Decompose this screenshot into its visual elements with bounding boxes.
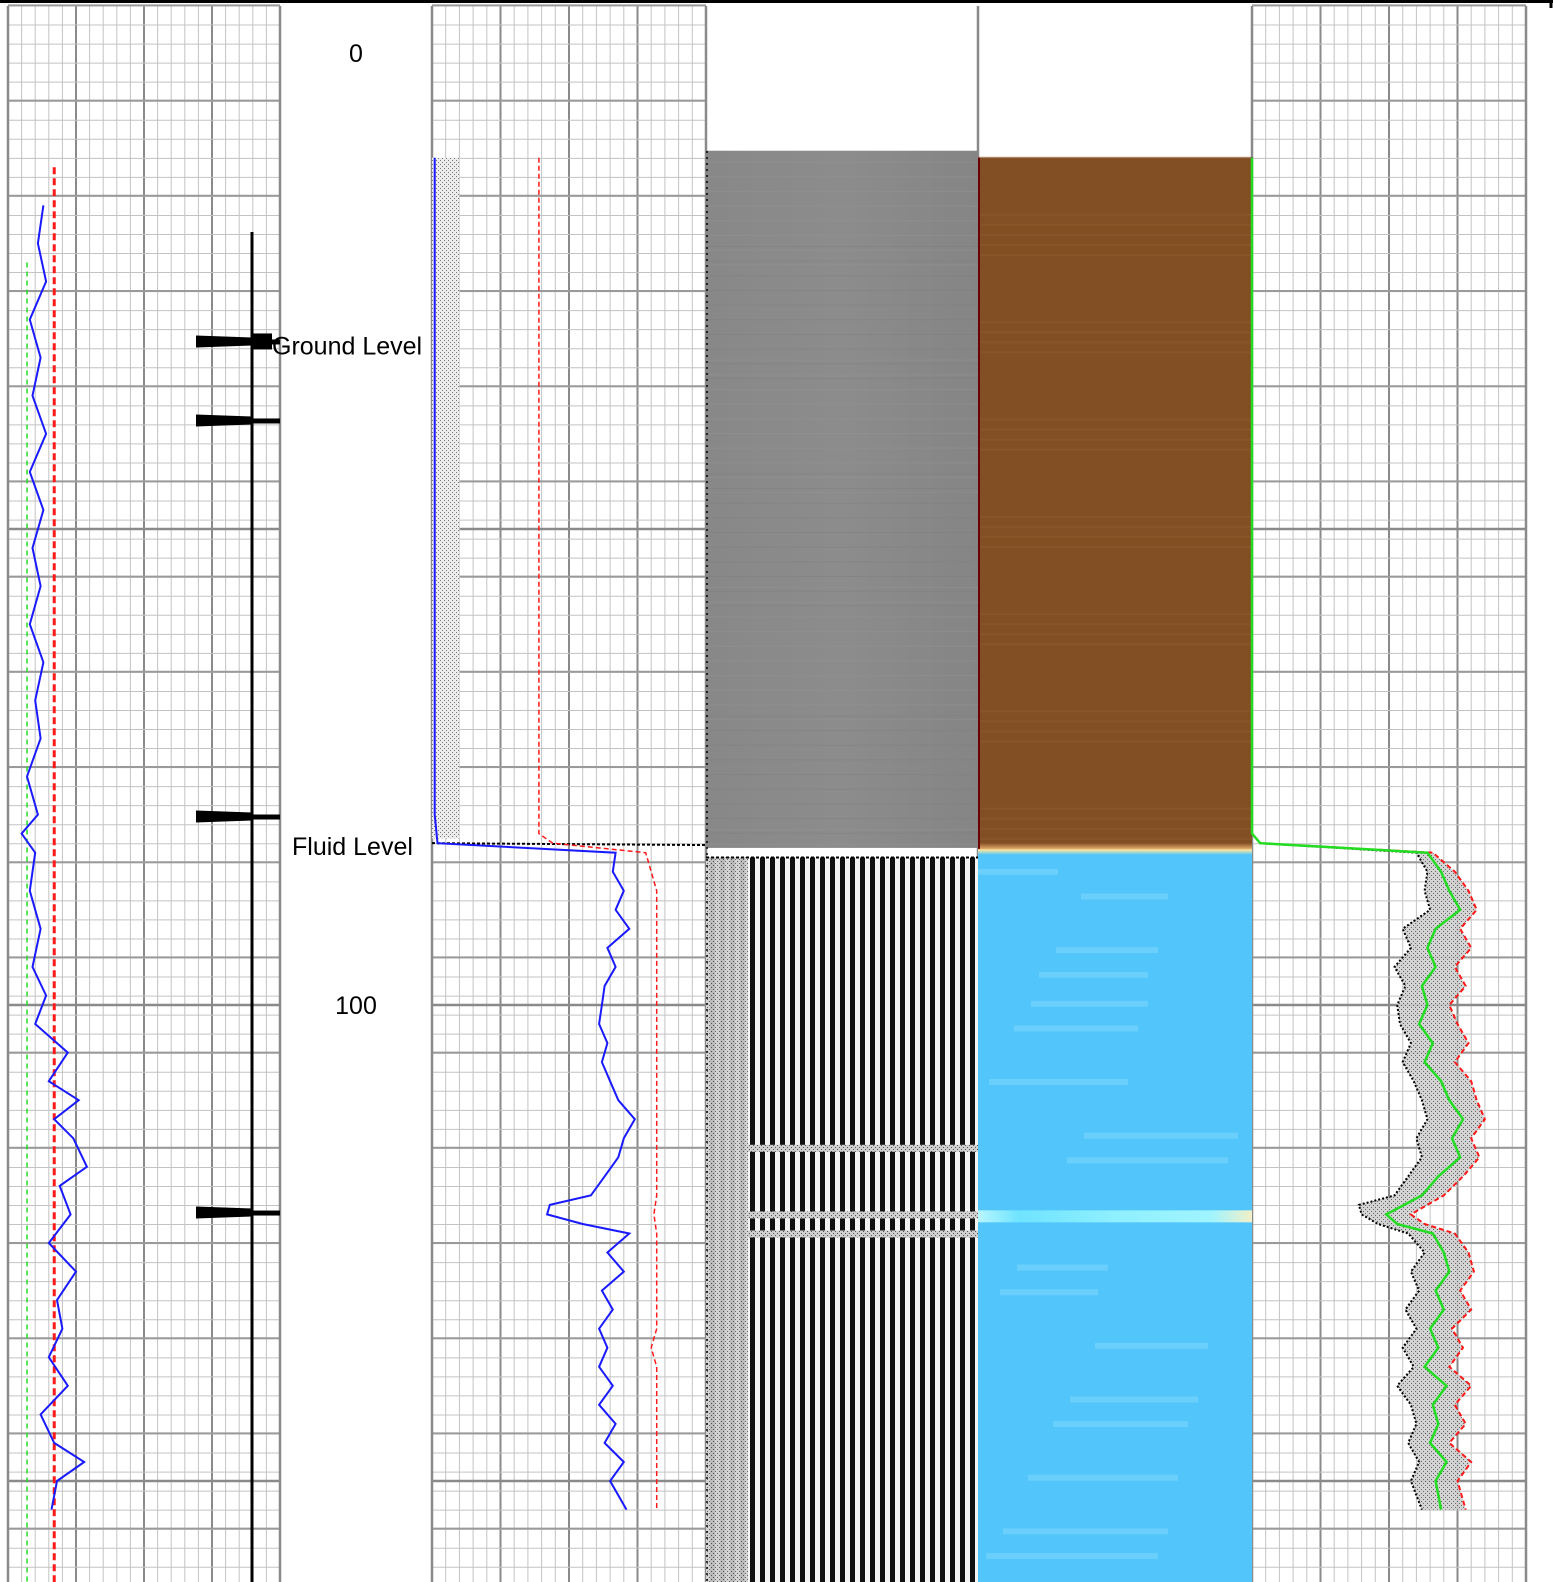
casing-collar-mark: [196, 335, 252, 347]
t3-grid: [432, 5, 706, 1582]
fluid-level-label: Fluid Level: [292, 833, 413, 861]
texture-streak: [1000, 1289, 1098, 1295]
casing-collar-mark: [252, 333, 272, 349]
track4-noise-band: [706, 857, 748, 1582]
texture-streak: [1084, 1133, 1238, 1139]
texture-streak: [1031, 1001, 1148, 1007]
track3-blue-curve: [435, 158, 635, 1510]
track2-depth-collars: [196, 232, 280, 1582]
texture-streak: [1028, 1475, 1178, 1481]
track1-curves: [22, 167, 87, 1582]
track4-waveform-image: [706, 151, 978, 1582]
track5-acoustic-image: [978, 158, 1252, 1582]
depth-labels: 0 100 Ground Level Fluid Level: [272, 40, 422, 1020]
track4-disturbance: [748, 1145, 978, 1152]
t6-grid: [1252, 5, 1526, 1582]
texture-streak: [1056, 947, 1158, 953]
track3-stipple-fill: [432, 158, 459, 839]
track4-disturbance: [748, 1211, 978, 1218]
texture-streak: [1017, 1265, 1108, 1271]
track4-disturbance: [748, 1230, 978, 1237]
depth-tick-label: 100: [335, 992, 377, 1020]
texture-streak: [978, 869, 1058, 875]
track4-gas-zone: [706, 151, 978, 848]
texture-streak: [1014, 1025, 1138, 1031]
casing-collar-mark: [196, 414, 252, 426]
t1-grid: [8, 5, 280, 1582]
texture-streak: [1070, 1396, 1198, 1402]
depth-tick-label: 0: [349, 40, 363, 68]
casing-collar-mark: [196, 811, 252, 823]
texture-streak: [989, 1079, 1128, 1085]
texture-streak: [1003, 1528, 1168, 1534]
texture-streak: [1039, 972, 1148, 978]
track5-gas-zone: [978, 158, 1252, 849]
track5-interface: [978, 843, 1252, 855]
track5-anomaly-band: [978, 1210, 1252, 1222]
casing-collar-mark: [196, 1207, 252, 1219]
track6-curves: [1252, 158, 1485, 1510]
texture-streak: [986, 1553, 1158, 1559]
ground-level-label: Ground Level: [272, 332, 422, 360]
texture-streak: [1095, 1343, 1208, 1349]
track6-shaded-band: [1359, 853, 1485, 1510]
texture-streak: [1067, 1157, 1228, 1163]
texture-streak: [1081, 894, 1168, 900]
texture-streak: [1053, 1421, 1188, 1427]
track3-red-dashed-curve: [539, 158, 657, 1510]
track6-black-dotted-curve: [1252, 158, 1430, 1510]
casing-collar-mark: [252, 418, 280, 423]
casing-collar-mark: [252, 815, 280, 820]
casing-collar-mark: [252, 1211, 280, 1216]
